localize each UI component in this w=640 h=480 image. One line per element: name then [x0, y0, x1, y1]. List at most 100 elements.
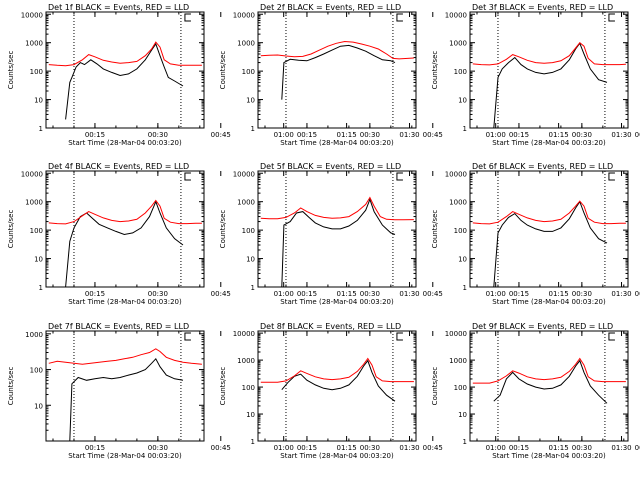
panel-det-3: Det 3f BLACK = Events, RED = LLD 1 10 100 10… — [431, 3, 640, 147]
y-tick-label: 100 — [242, 384, 255, 392]
y-tick-label: 1000 — [237, 199, 255, 207]
y-tick-label: 100 — [30, 68, 43, 76]
y-tick-label: 1000 — [25, 331, 43, 339]
y-tick-label: 10 — [246, 256, 255, 264]
y-tick-label: 1000 — [449, 40, 467, 48]
y-axis-title: Counts/sec — [7, 210, 15, 249]
y-tick-label: 1 — [251, 125, 255, 133]
y-tick-label: 1 — [463, 284, 467, 292]
y-axis-title: Counts/sec — [219, 367, 227, 406]
y-tick-label: 10000 — [445, 330, 467, 338]
end-bracket-mark — [184, 13, 191, 22]
y-tick-label: 100 — [242, 227, 255, 235]
y-tick-label: 1 — [251, 438, 255, 446]
lld-series-line — [472, 357, 626, 384]
y-tick-label: 10 — [458, 97, 467, 105]
panel-title: Det 2f BLACK = Events, RED = LLD — [260, 3, 401, 12]
y-tick-label: 1 — [463, 125, 467, 133]
events-series-line — [493, 200, 608, 288]
y-tick-label: 10000 — [445, 170, 467, 178]
plot-frame — [257, 11, 417, 129]
panel-title: Det 1f BLACK = Events, RED = LLD — [48, 3, 189, 12]
lld-series-line — [472, 41, 626, 66]
x-tick-label: 01:30 — [399, 290, 419, 298]
lld-series-line — [48, 199, 202, 225]
x-tick-label: 00:30 — [148, 444, 168, 452]
y-tick-label: 10000 — [233, 11, 255, 19]
panel-det-7: Det 7f BLACK = Events, RED = LLD10100100… — [7, 322, 420, 460]
plot-frame — [469, 330, 629, 442]
plot-frame — [257, 330, 417, 442]
x-tick-label: 00:45 — [635, 444, 640, 452]
y-tick-label: 1000 — [25, 199, 43, 207]
x-tick-label: 01:30 — [399, 444, 419, 452]
x-tick-label: 00:30 — [572, 444, 592, 452]
y-tick-label: 1000 — [449, 199, 467, 207]
plot-frame — [45, 11, 205, 129]
x-tick-label: 01:15 — [337, 131, 357, 139]
x-tick-label: 00:15 — [85, 131, 105, 139]
y-tick-label: 10 — [246, 411, 255, 419]
x-tick-label: 00:45 — [635, 131, 640, 139]
y-tick-label: 1000 — [449, 357, 467, 365]
x-axis-title: Start Time (28-Mar-04 00:03:20) — [68, 452, 182, 460]
y-tick-label: 1000 — [237, 357, 255, 365]
y-tick-label: 10000 — [21, 170, 43, 178]
y-tick-label: 10 — [34, 256, 43, 264]
x-axis-title: Start Time (28-Mar-04 00:03:20) — [280, 139, 394, 147]
y-axis-title: Counts/sec — [431, 210, 439, 249]
y-tick-label: 10 — [458, 411, 467, 419]
panel-det-5: Det 5f BLACK = Events, RED = LLD11010010… — [219, 162, 632, 306]
y-tick-label: 10 — [458, 256, 467, 264]
x-tick-label: 00:45 — [423, 290, 443, 298]
y-tick-label: 10 — [34, 402, 43, 410]
y-tick-label: 1 — [463, 438, 467, 446]
x-tick-label: 01:15 — [549, 290, 569, 298]
x-axis-title: Start Time (28-Mar-04 00:03:20) — [492, 298, 606, 306]
panel-det-1: Det 1f BLACK = Events, RED = LLD11010010… — [7, 3, 420, 147]
x-axis-title: Start Time (28-Mar-04 00:03:20) — [492, 452, 606, 460]
events-series-line — [281, 197, 396, 288]
plot-frame — [469, 170, 629, 288]
x-tick-label: 01:15 — [337, 290, 357, 298]
plot-frame — [257, 170, 417, 288]
y-tick-label: 100 — [30, 227, 43, 235]
end-bracket-mark — [608, 332, 615, 341]
x-tick-label: 00:45 — [211, 444, 231, 452]
y-tick-label: 100 — [454, 227, 467, 235]
y-tick-label: 1000 — [237, 40, 255, 48]
x-tick-label: 00:30 — [572, 290, 592, 298]
x-tick-label: 00:15 — [85, 290, 105, 298]
x-tick-label: 00:30 — [360, 131, 380, 139]
x-tick-label: 01:30 — [611, 131, 631, 139]
end-bracket-mark — [396, 172, 403, 181]
y-tick-label: 10000 — [445, 11, 467, 19]
x-tick-label: 01:00 — [486, 444, 506, 452]
panel-det-9: Det 9f BLACK = Events, RED = LLD 1 10 100 10… — [431, 322, 640, 460]
y-axis-title: Counts/sec — [219, 210, 227, 249]
x-tick-label: 01:00 — [274, 444, 294, 452]
y-tick-label: 100 — [242, 68, 255, 76]
events-series-line — [69, 357, 184, 442]
x-tick-label: 00:45 — [423, 131, 443, 139]
x-tick-label: 01:15 — [549, 131, 569, 139]
x-tick-label: 00:45 — [211, 290, 231, 298]
x-tick-label: 00:30 — [360, 290, 380, 298]
x-tick-label: 01:00 — [486, 131, 506, 139]
x-tick-label: 00:15 — [509, 131, 529, 139]
y-tick-label: 100 — [454, 384, 467, 392]
y-axis-title: Counts/sec — [431, 367, 439, 406]
x-tick-label: 01:15 — [549, 444, 569, 452]
lld-series-line — [260, 40, 414, 60]
x-tick-label: 00:45 — [423, 444, 443, 452]
end-bracket-mark — [396, 332, 403, 341]
lld-series-line — [48, 348, 202, 365]
end-bracket-mark — [184, 332, 191, 341]
x-tick-label: 01:00 — [274, 290, 294, 298]
lld-series-line — [48, 41, 202, 67]
y-tick-label: 10000 — [233, 330, 255, 338]
y-axis-title: Counts/sec — [7, 51, 15, 90]
x-axis-title: Start Time (28-Mar-04 00:03:20) — [68, 298, 182, 306]
events-series-line — [65, 200, 184, 288]
x-tick-label: 01:30 — [399, 131, 419, 139]
